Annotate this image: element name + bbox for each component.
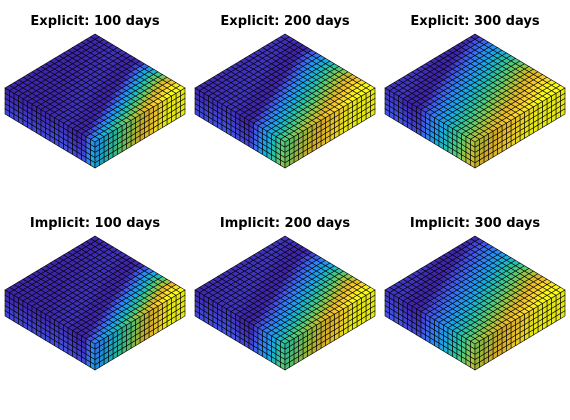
- panel-title: Implicit: 300 days: [410, 216, 541, 231]
- panel-explicit-200-days: Explicit: 200 days: [194, 14, 376, 169]
- panel-title: Implicit: 200 days: [220, 216, 351, 231]
- reservoir-grid-mesh: [194, 235, 376, 371]
- reservoir-grid-mesh: [194, 33, 376, 169]
- panel-title: Explicit: 100 days: [30, 14, 159, 29]
- panel-title: Explicit: 300 days: [410, 14, 539, 29]
- side-cell: [284, 361, 290, 371]
- side-cell: [474, 361, 480, 371]
- reservoir-grid-mesh: [384, 33, 566, 169]
- reservoir-grid-mesh: [384, 235, 566, 371]
- panel-title: Implicit: 100 days: [30, 216, 161, 231]
- reservoir-grid-mesh: [4, 235, 186, 371]
- side-cell: [284, 159, 290, 169]
- panel-implicit-300-days: Implicit: 300 days: [384, 216, 566, 371]
- panel-explicit-300-days: Explicit: 300 days: [384, 14, 566, 169]
- panel-title: Explicit: 200 days: [220, 14, 349, 29]
- panel-explicit-100-days: Explicit: 100 days: [4, 14, 186, 169]
- panel-implicit-200-days: Implicit: 200 days: [194, 216, 376, 371]
- side-cell: [474, 159, 480, 169]
- side-cell: [94, 159, 100, 169]
- side-cell: [94, 361, 100, 371]
- reservoir-grid-mesh: [4, 33, 186, 169]
- panel-implicit-100-days: Implicit: 100 days: [4, 216, 186, 371]
